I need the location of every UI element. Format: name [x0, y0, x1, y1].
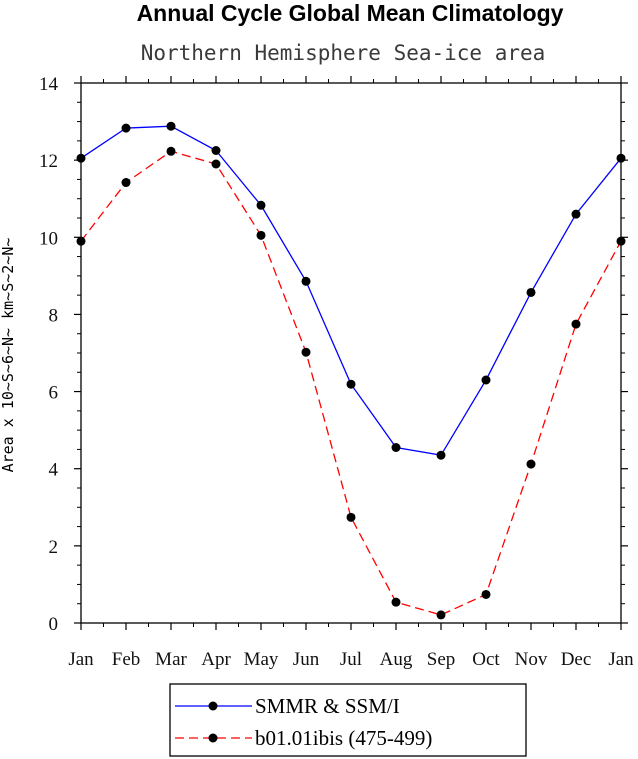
- data-point-s0-4: [256, 200, 266, 210]
- plot-frame: [80, 82, 622, 624]
- data-point-s1-6: [346, 512, 356, 522]
- x-tick-label: Apr: [201, 649, 231, 670]
- data-point-s1-2: [166, 146, 176, 156]
- y-tick-label: 6: [49, 383, 59, 404]
- x-tick-label: Oct: [472, 649, 500, 670]
- data-point-s0-9: [481, 375, 491, 385]
- data-point-s1-7: [391, 597, 401, 607]
- legend-marker-model: [208, 733, 218, 743]
- y-axis-label: Area x 10~S~6~N~ km~S~2~N~: [0, 238, 17, 473]
- data-point-s0-7: [391, 443, 401, 452]
- axis-ticks: [74, 76, 628, 630]
- x-tick-label: Aug: [380, 649, 413, 670]
- chart-subtitle: Northern Hemisphere Sea-ice area: [141, 41, 546, 65]
- y-tick-label: 2: [49, 537, 59, 558]
- y-tick-label: 14: [39, 74, 59, 95]
- data-point-s0-10: [526, 287, 536, 297]
- legend-label-model: b01.01ibis (475-499): [255, 726, 432, 750]
- data-point-s1-3: [211, 159, 221, 169]
- x-tick-label: Feb: [112, 649, 141, 670]
- data-point-s1-5: [301, 347, 311, 357]
- data-point-s0-3: [211, 146, 221, 155]
- data-point-s1-12: [616, 236, 626, 246]
- x-tick-label: Jul: [340, 649, 362, 670]
- data-point-s1-4: [256, 230, 266, 240]
- series-line-0: [80, 125, 622, 456]
- data-point-s0-5: [301, 276, 311, 286]
- data-point-s1-8: [436, 610, 446, 620]
- x-tick-label: Mar: [155, 649, 187, 670]
- y-tick-label: 10: [39, 228, 58, 249]
- legend: SMMR & SSM/I b01.01ibis (475-499): [169, 683, 527, 757]
- x-tick-label: Jan: [608, 649, 634, 670]
- x-tick-labels: Jan Feb Mar Apr May Jun Jul Aug Sep Oct Nov Dec Jan: [68, 649, 634, 670]
- x-tick-label: Dec: [561, 649, 592, 670]
- y-tick-labels: 0 2 4 6 8 10 12 14: [39, 74, 59, 635]
- y-tick-label: 8: [49, 305, 59, 326]
- data-point-s0-0: [76, 153, 86, 163]
- y-tick-label: 12: [39, 151, 58, 172]
- data-point-s1-1: [121, 178, 131, 188]
- y-tick-label: 0: [49, 614, 59, 635]
- x-tick-label: Nov: [515, 649, 548, 670]
- y-tick-label: 4: [49, 460, 59, 481]
- data-point-s1-11: [571, 319, 581, 329]
- series-group: [76, 121, 626, 620]
- data-point-s0-8: [436, 450, 446, 460]
- data-point-s0-1: [121, 123, 131, 133]
- legend-label-smmr: SMMR & SSM/I: [255, 694, 400, 718]
- x-tick-label: Jan: [68, 649, 94, 670]
- data-point-s1-10: [526, 459, 536, 469]
- x-tick-label: May: [244, 649, 279, 670]
- data-point-s0-12: [616, 153, 626, 163]
- data-point-s0-6: [346, 379, 356, 389]
- data-point-s1-9: [481, 589, 491, 599]
- data-point-s0-11: [571, 209, 581, 219]
- data-point-s1-0: [76, 236, 86, 246]
- legend-marker-smmr: [208, 701, 218, 711]
- chart-title: Annual Cycle Global Mean Climatology: [137, 0, 564, 26]
- x-tick-label: Sep: [427, 649, 456, 670]
- data-point-s0-2: [166, 121, 176, 131]
- x-tick-label: Jun: [293, 649, 320, 670]
- legend-box: [169, 683, 527, 757]
